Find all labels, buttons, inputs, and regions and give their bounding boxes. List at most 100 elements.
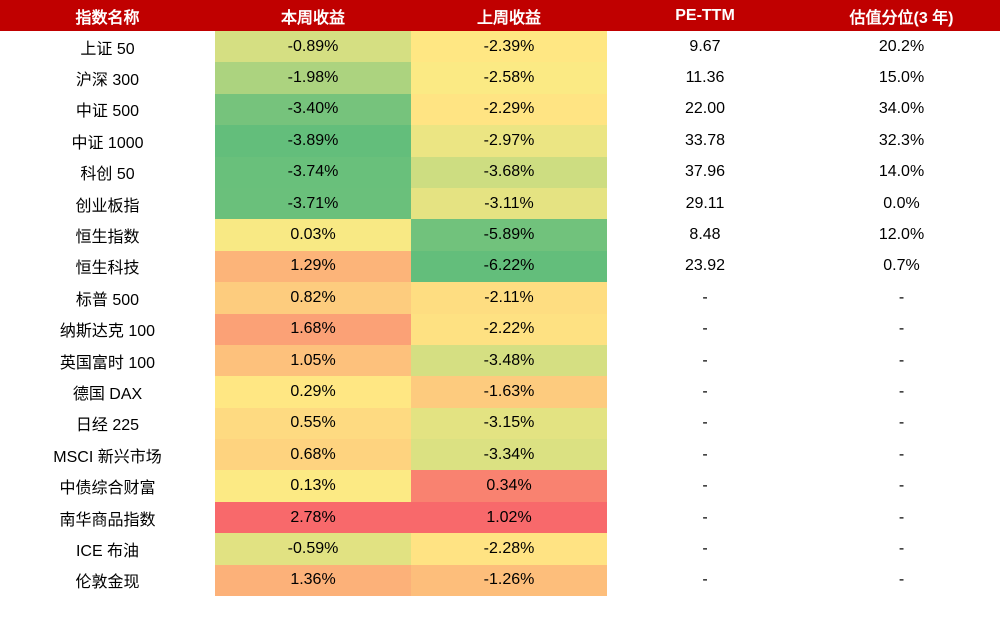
this-week-return-cell: 0.29% (215, 376, 411, 408)
table-row: MSCI 新兴市场 0.68% -3.34% - - (0, 439, 1000, 471)
header-this-week-return: 本周收益 (215, 0, 411, 31)
this-week-return-cell: 0.13% (215, 470, 411, 502)
table-row: 标普 500 0.82% -2.11% - - (0, 282, 1000, 314)
last-week-return-cell: -3.48% (411, 344, 607, 377)
index-name-cell: 沪深 300 (75, 72, 140, 90)
valuation-percentile-cell: 34.0% (878, 100, 925, 118)
last-week-return-cell: -2.29% (411, 93, 607, 126)
valuation-percentile-cell: - (898, 477, 905, 495)
valuation-percentile-cell: - (898, 508, 905, 526)
index-name-cell: 中证 1000 (71, 134, 144, 152)
last-week-return-cell: -3.34% (411, 439, 607, 471)
header-valuation-percentile: 估值分位(3 年) (803, 0, 1000, 31)
valuation-percentile-cell: 15.0% (878, 69, 925, 87)
pe-ttm-cell: 29.11 (685, 194, 725, 212)
last-week-return-cell: 1.02% (411, 501, 607, 534)
last-week-return-cell: -1.26% (411, 564, 607, 597)
pe-ttm-cell: 9.67 (689, 37, 721, 55)
valuation-percentile-cell: 0.7% (883, 257, 920, 275)
index-name-cell: 上证 50 (80, 40, 135, 58)
last-week-return-cell: -2.39% (411, 31, 607, 63)
last-week-return-cell: -2.97% (411, 125, 607, 157)
valuation-percentile-cell: - (898, 571, 905, 589)
last-week-return-cell: -6.22% (411, 250, 607, 283)
this-week-return-cell: 1.36% (215, 564, 411, 597)
this-week-return-cell: -3.40% (215, 93, 411, 126)
index-name-cell: 英国富时 100 (59, 354, 156, 372)
pe-ttm-cell: 22.00 (684, 100, 726, 118)
index-name-cell: 恒生科技 (75, 260, 140, 278)
header-last-week-return: 上周收益 (411, 0, 607, 31)
last-week-return-cell: -3.68% (411, 156, 607, 188)
table-row: 纳斯达克 100 1.68% -2.22% - - (0, 313, 1000, 345)
last-week-return-cell: -3.11% (411, 187, 607, 220)
index-name-cell: 创业板指 (75, 197, 140, 215)
table-row: 南华商品指数 2.78% 1.02% - - (0, 501, 1000, 534)
valuation-percentile-cell: - (898, 539, 905, 557)
this-week-return-cell: 2.78% (215, 501, 411, 534)
this-week-return-cell: -3.89% (215, 125, 411, 157)
valuation-percentile-cell: - (898, 414, 905, 432)
index-returns-table: 指数名称 本周收益 上周收益 PE-TTM 估值分位(3 年) 上证 50 -0.… (0, 0, 1000, 597)
header-pe-ttm: PE-TTM (607, 0, 803, 31)
this-week-return-cell: -0.59% (215, 533, 411, 565)
last-week-return-cell: -2.22% (411, 313, 607, 345)
valuation-percentile-cell: - (898, 351, 905, 369)
pe-ttm-cell: - (702, 508, 708, 526)
this-week-return-cell: 0.68% (215, 439, 411, 471)
this-week-return-cell: 0.03% (215, 219, 411, 251)
this-week-return-cell: -0.89% (215, 31, 411, 63)
index-name-cell: 纳斯达克 100 (59, 323, 156, 341)
pe-ttm-cell: - (702, 320, 708, 338)
table-row: 沪深 300 -1.98% -2.58% 11.36 15.0% (0, 62, 1000, 94)
this-week-return-cell: 0.82% (215, 282, 411, 314)
pe-ttm-cell: - (702, 414, 708, 432)
this-week-return-cell: -3.71% (215, 187, 411, 220)
pe-ttm-cell: - (702, 539, 708, 557)
pe-ttm-cell: - (702, 571, 708, 589)
header-row: 指数名称 本周收益 上周收益 PE-TTM 估值分位(3 年) (0, 0, 1000, 31)
pe-ttm-cell: 8.48 (689, 226, 721, 244)
this-week-return-cell: -3.74% (215, 156, 411, 188)
index-name-cell: 中证 500 (75, 103, 140, 121)
pe-ttm-cell: 33.78 (684, 131, 726, 149)
this-week-return-cell: 1.29% (215, 250, 411, 283)
index-name-cell: 科创 50 (80, 166, 135, 184)
pe-ttm-cell: 23.92 (684, 257, 726, 275)
pe-ttm-cell: - (702, 351, 708, 369)
index-name-cell: 标普 500 (75, 291, 140, 309)
this-week-return-cell: 1.05% (215, 344, 411, 377)
table-row: 创业板指 -3.71% -3.11% 29.11 0.0% (0, 187, 1000, 220)
table-row: 上证 50 -0.89% -2.39% 9.67 20.2% (0, 31, 1000, 63)
index-name-cell: ICE 布油 (75, 542, 140, 560)
table-row: 中债综合财富 0.13% 0.34% - - (0, 470, 1000, 502)
index-name-cell: 伦敦金现 (75, 574, 140, 592)
last-week-return-cell: -3.15% (411, 407, 607, 440)
table-row: 伦敦金现 1.36% -1.26% - - (0, 564, 1000, 597)
pe-ttm-cell: - (702, 382, 708, 400)
index-name-cell: 南华商品指数 (59, 511, 156, 529)
last-week-return-cell: -2.28% (411, 533, 607, 565)
index-name-cell: 恒生指数 (75, 229, 140, 247)
table-row: 科创 50 -3.74% -3.68% 37.96 14.0% (0, 156, 1000, 188)
table-row: ICE 布油 -0.59% -2.28% - - (0, 533, 1000, 565)
pe-ttm-cell: 37.96 (684, 163, 726, 181)
index-name-cell: 德国 DAX (72, 385, 143, 403)
table-body: 上证 50 -0.89% -2.39% 9.67 20.2% 沪深 300 -1.98% -2… (0, 31, 1000, 597)
valuation-percentile-cell: 32.3% (878, 131, 925, 149)
index-name-cell: MSCI 新兴市场 (53, 448, 162, 466)
pe-ttm-cell: - (702, 288, 708, 306)
valuation-percentile-cell: - (898, 320, 905, 338)
table-row: 中证 500 -3.40% -2.29% 22.00 34.0% (0, 93, 1000, 126)
valuation-percentile-cell: 14.0% (878, 163, 925, 181)
this-week-return-cell: 0.55% (215, 407, 411, 440)
index-name-cell: 日经 225 (75, 417, 140, 435)
valuation-percentile-cell: - (898, 445, 905, 463)
pe-ttm-cell: - (702, 477, 708, 495)
index-name-cell: 中债综合财富 (59, 480, 156, 498)
valuation-percentile-cell: - (898, 382, 905, 400)
table-row: 日经 225 0.55% -3.15% - - (0, 407, 1000, 440)
last-week-return-cell: -2.11% (411, 282, 607, 314)
table-row: 英国富时 100 1.05% -3.48% - - (0, 344, 1000, 377)
this-week-return-cell: -1.98% (215, 62, 411, 94)
